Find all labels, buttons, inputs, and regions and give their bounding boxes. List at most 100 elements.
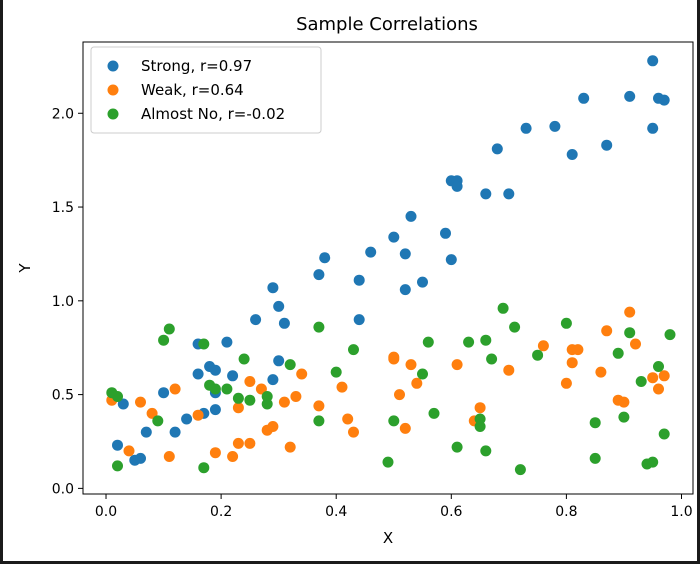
point-series-1-23 — [348, 426, 359, 438]
point-series-2-47 — [658, 428, 670, 440]
point-series-1-27 — [394, 389, 405, 401]
point-series-1-42 — [624, 306, 636, 318]
point-series-1-10 — [232, 437, 244, 449]
point-series-2-36 — [532, 349, 544, 361]
point-series-2-22 — [388, 415, 400, 427]
point-series-1-7 — [209, 447, 221, 459]
point-series-0-33 — [440, 227, 451, 239]
point-series-0-12 — [209, 364, 221, 376]
point-series-2-11 — [232, 392, 244, 404]
point-series-1-43 — [630, 338, 641, 350]
point-series-0-21 — [278, 317, 290, 329]
point-series-2-29 — [474, 421, 486, 432]
point-series-1-44 — [618, 396, 630, 408]
legend-marker-weak — [107, 84, 119, 96]
point-series-1-11 — [244, 376, 256, 387]
point-series-1-17 — [284, 441, 296, 453]
point-series-0-14 — [209, 404, 221, 416]
point-series-1-2 — [135, 396, 146, 408]
point-series-1-47 — [658, 370, 670, 382]
point-series-1-15 — [267, 421, 279, 432]
point-series-2-24 — [422, 336, 434, 348]
point-series-1-30 — [451, 359, 463, 371]
point-series-2-31 — [480, 334, 492, 346]
point-series-2-20 — [348, 344, 359, 356]
point-series-2-21 — [382, 456, 394, 468]
point-series-0-23 — [313, 269, 325, 281]
point-series-2-42 — [624, 327, 636, 339]
point-series-1-3 — [146, 407, 158, 419]
point-series-1-22 — [342, 413, 354, 425]
x-tick-label: 1.0 — [670, 504, 692, 520]
point-series-0-25 — [353, 314, 365, 326]
point-series-0-28 — [388, 231, 400, 243]
point-series-0-47 — [647, 55, 659, 67]
point-series-2-18 — [313, 415, 325, 427]
point-series-2-13 — [244, 394, 256, 406]
x-tick-label: 0.4 — [325, 504, 347, 520]
point-series-2-4 — [158, 334, 170, 346]
point-series-2-41 — [618, 411, 630, 423]
point-series-2-45 — [647, 456, 659, 468]
plot-area — [82, 41, 694, 495]
point-series-1-12 — [244, 437, 256, 449]
point-series-2-35 — [514, 464, 526, 476]
point-series-0-37 — [451, 180, 463, 192]
point-series-2-1 — [112, 391, 123, 402]
point-series-0-43 — [566, 149, 578, 160]
point-series-1-37 — [566, 357, 578, 369]
legend-marker-strong — [107, 60, 119, 72]
scatter-chart: Sample Correlations 0.0 0.2 0.4 0.6 0.8 1.0 0… — [16, 14, 694, 547]
y-tick-label: 1.5 — [52, 200, 74, 216]
point-series-1-32 — [474, 402, 486, 414]
point-series-0-29 — [399, 284, 411, 296]
point-series-0-5 — [158, 387, 170, 399]
point-series-2-38 — [589, 417, 601, 429]
point-series-2-34 — [509, 321, 521, 333]
point-series-2-23 — [417, 368, 428, 380]
point-series-1-28 — [405, 359, 417, 371]
point-series-2-48 — [664, 329, 676, 341]
point-series-0-16 — [227, 370, 239, 382]
point-series-1-38 — [572, 344, 584, 356]
point-series-0-3 — [135, 452, 146, 464]
y-tick-label: 1.0 — [52, 294, 74, 310]
point-series-1-34 — [537, 340, 549, 352]
legend-label-strong: Strong, r=0.97 — [141, 57, 252, 75]
point-series-1-5 — [163, 451, 175, 462]
point-series-0-26 — [353, 274, 365, 286]
point-series-2-3 — [152, 415, 164, 427]
y-tick-label: 2.0 — [52, 106, 74, 122]
point-series-0-48 — [647, 122, 659, 134]
point-series-0-18 — [267, 282, 279, 294]
point-series-0-40 — [503, 188, 515, 200]
legend-box — [90, 46, 322, 134]
point-series-2-10 — [221, 383, 233, 395]
legend-label-weak: Weak, r=0.64 — [141, 81, 244, 99]
x-tick-label: 0.6 — [440, 504, 462, 520]
y-tick-label: 0.5 — [52, 388, 74, 404]
point-series-1-8 — [227, 451, 239, 462]
point-series-2-39 — [589, 452, 601, 464]
point-series-1-39 — [595, 366, 607, 378]
point-series-1-16 — [278, 396, 290, 408]
point-series-1-1 — [123, 445, 135, 457]
point-series-1-25 — [388, 351, 400, 363]
point-series-0-24 — [319, 252, 331, 264]
point-series-2-15 — [261, 391, 273, 402]
chart-title: Sample Correlations — [296, 14, 478, 35]
point-series-2-25 — [428, 407, 440, 419]
points-layer — [106, 55, 676, 476]
point-series-0-42 — [549, 120, 561, 132]
legend-marker-almost-no — [107, 108, 119, 120]
point-series-0-30 — [399, 248, 411, 260]
point-series-1-20 — [313, 400, 325, 412]
point-series-1-29 — [411, 377, 423, 389]
point-series-0-8 — [192, 368, 204, 380]
x-tick-label: 0.2 — [210, 504, 232, 520]
point-series-2-6 — [198, 462, 210, 474]
point-series-0-17 — [250, 314, 262, 326]
point-series-0-20 — [273, 300, 285, 312]
point-series-1-4 — [169, 383, 181, 395]
